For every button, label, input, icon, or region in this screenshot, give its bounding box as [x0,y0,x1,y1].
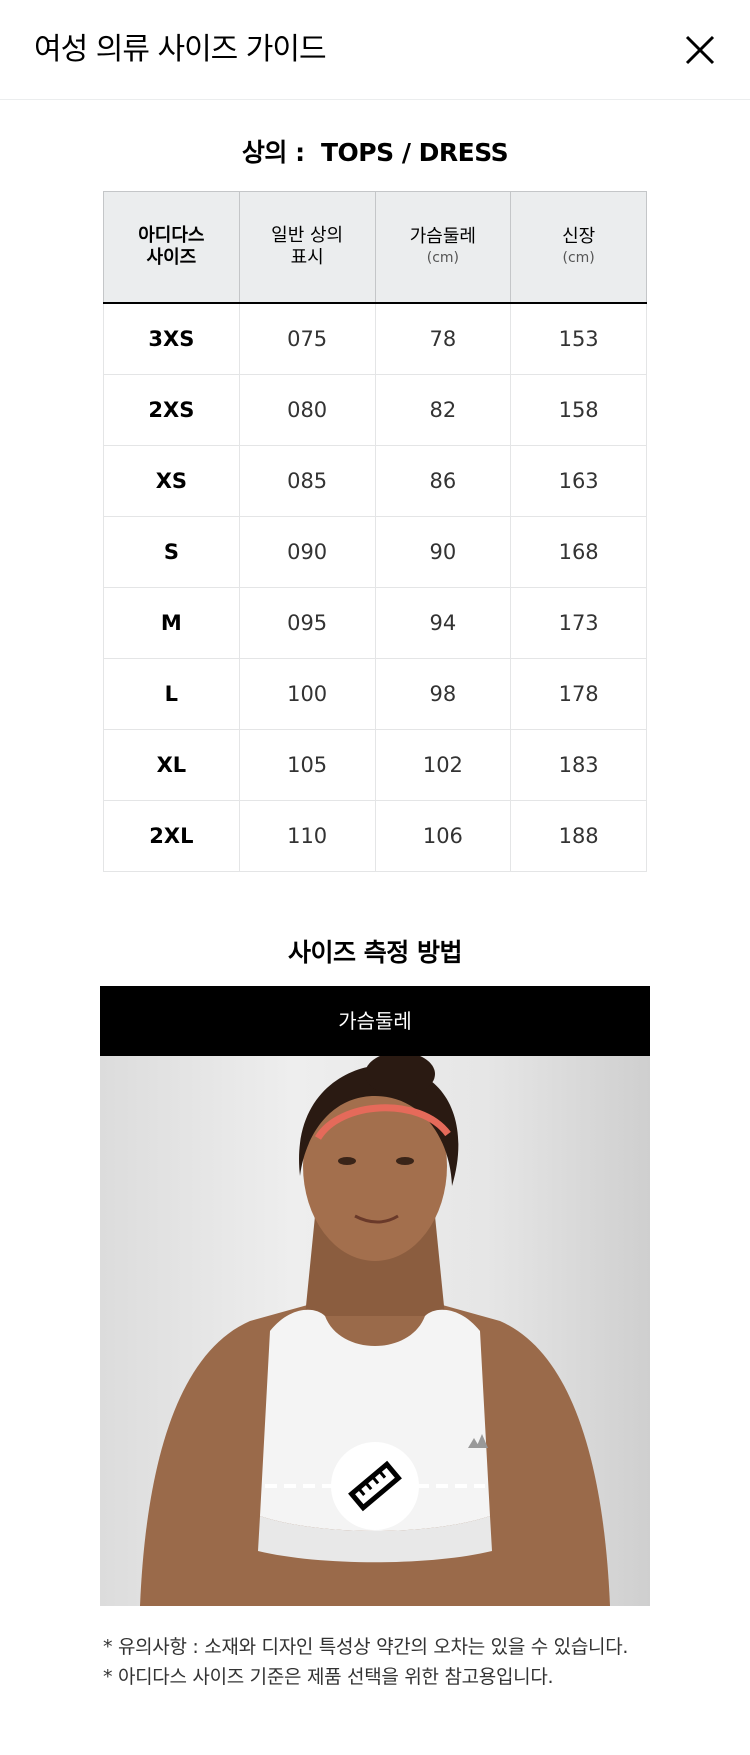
table-row: 2XL 110 106 188 [103,800,647,872]
note-line: * 유의사항 : 소재와 디자인 특성상 약간의 오차는 있을 수 있습니다. [103,1636,629,1658]
height-cell: 153 [510,302,647,375]
column-header-chest: 가슴둘레 (cm) [374,191,512,304]
size-cell: XS [103,445,240,517]
table-row: L 100 98 178 [103,658,647,730]
chest-cell: 106 [374,800,512,872]
height-cell: 158 [510,374,647,446]
table-row: S 090 90 168 [103,516,647,588]
height-cell: 163 [510,445,647,517]
column-header-height: 신장 (cm) [510,191,647,304]
korean-size-cell: 090 [238,516,376,588]
tops-section-title: 상의 : TOPS / DRESS [241,138,509,167]
chest-cell: 98 [374,658,512,730]
size-cell: L [103,658,240,730]
korean-size-cell: 095 [238,587,376,659]
measurement-photo [100,1056,650,1606]
table-row: 2XS 080 82 158 [103,374,647,446]
column-header-unit: (cm) [562,250,595,266]
size-cell: 2XL [103,800,240,872]
close-icon [685,35,715,65]
table-row: XS 085 86 163 [103,445,647,517]
ruler-icon [331,1442,419,1530]
column-header-unit: (cm) [426,250,459,266]
height-cell: 168 [510,516,647,588]
korean-size-cell: 100 [238,658,376,730]
column-header-korean-size: 일반 상의 표시 [238,191,376,304]
height-cell: 178 [510,658,647,730]
table-row: XL 105 102 183 [103,729,647,801]
height-cell: 183 [510,729,647,801]
notes: * 유의사항 : 소재와 디자인 특성상 약간의 오차는 있을 수 있습니다. … [103,1632,663,1692]
table-header-row: 아디다스 사이즈 일반 상의 표시 가슴둘레 (cm) 신장 (cm) [103,191,647,304]
korean-size-cell: 110 [238,800,376,872]
page-title: 여성 의류 사이즈 가이드 [34,32,327,67]
table-row: 3XS 075 78 153 [103,302,647,375]
chest-cell: 78 [374,302,512,375]
column-header-label: 신장 [562,226,596,247]
tab-chest[interactable]: 가슴둘레 [100,986,650,1056]
chest-cell: 102 [374,729,512,801]
column-header-adidas-size: 아디다스 사이즈 [103,191,240,304]
chest-cell: 82 [374,374,512,446]
measure-section-title: 사이즈 측정 방법 [288,938,462,967]
size-table: 아디다스 사이즈 일반 상의 표시 가슴둘레 (cm) 신장 (cm) 3XS … [103,191,647,872]
chest-cell: 94 [374,587,512,659]
korean-size-cell: 105 [238,729,376,801]
table-row: M 095 94 173 [103,587,647,659]
column-header-label: 일반 상의 표시 [271,225,344,268]
modal-header: 여성 의류 사이즈 가이드 [0,0,750,100]
korean-size-cell: 080 [238,374,376,446]
height-cell: 173 [510,587,647,659]
size-cell: 3XS [103,302,240,375]
note-line: * 아디다스 사이즈 기준은 제품 선택을 위한 참고용입니다. [103,1666,554,1688]
column-header-label: 가슴둘레 [409,226,476,247]
chest-cell: 86 [374,445,512,517]
korean-size-cell: 075 [238,302,376,375]
size-cell: XL [103,729,240,801]
height-cell: 188 [510,800,647,872]
size-cell: M [103,587,240,659]
chest-cell: 90 [374,516,512,588]
size-cell: 2XS [103,374,240,446]
close-button[interactable] [680,30,720,70]
korean-size-cell: 085 [238,445,376,517]
size-cell: S [103,516,240,588]
model-illustration [140,1056,610,1606]
column-header-label: 아디다스 사이즈 [138,225,205,268]
